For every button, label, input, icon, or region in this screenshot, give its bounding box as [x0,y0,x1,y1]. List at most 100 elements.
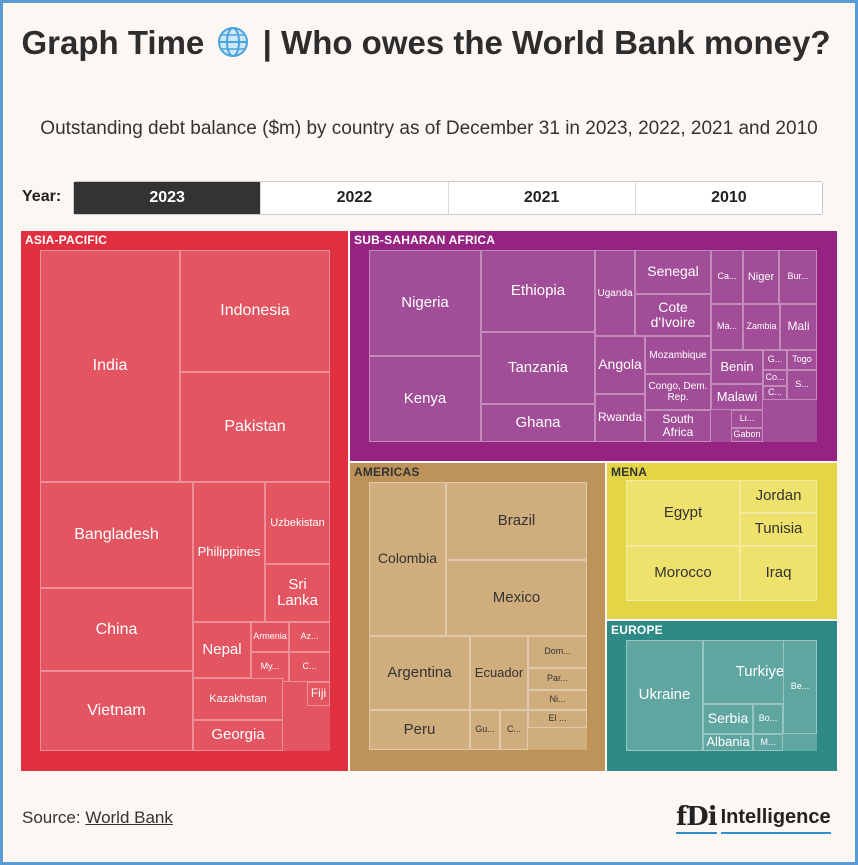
country-tile[interactable]: Malawi [711,384,763,410]
country-label: Bur... [787,271,809,282]
country-tile[interactable]: Cote d'Ivoire [635,294,711,336]
region-asia-pacific: ASIA-PACIFIC India Indonesia Pakistan Bangla… [21,231,348,771]
region-americas: AMERICAS Colombia Brazil Mexico Argentina Ecu… [350,463,605,771]
country-tile[interactable]: Egypt [626,480,740,546]
country-tile[interactable]: Mali [780,304,817,350]
country-label: Ghana [515,413,561,431]
country-tile[interactable]: Gu... [470,710,500,750]
country-label: Philippines [197,543,261,559]
country-tile[interactable]: C... [500,710,528,750]
country-tile[interactable]: Mexico [446,560,587,636]
country-tile[interactable]: Serbia [703,704,753,734]
country-tile[interactable]: Peru [369,710,470,750]
country-tile[interactable]: Ecuador [470,636,528,710]
country-label: Co... [765,372,785,383]
country-tile[interactable]: Nepal [193,622,251,678]
region-tiles: India Indonesia Pakistan Bangladesh Philippi… [40,250,330,751]
country-tile[interactable]: Gabon [731,428,763,442]
country-tile[interactable]: Co... [763,370,787,386]
country-tile[interactable]: Kazakhstan [193,678,283,720]
country-tile[interactable]: Vietnam [40,671,193,751]
country-tile[interactable]: C... [763,386,787,400]
country-tile[interactable]: Angola [595,336,645,394]
country-tile[interactable]: Rwanda [595,394,645,442]
source-link[interactable]: World Bank [85,808,173,827]
country-tile[interactable]: Ni... [528,690,587,710]
country-label: Indonesia [220,302,290,320]
tab-2022[interactable]: 2022 [260,182,447,214]
country-tile[interactable]: Togo [787,350,817,370]
country-tile[interactable]: S... [787,370,817,400]
region-label: ASIA-PACIFIC [25,233,108,247]
country-label: India [92,357,128,375]
country-tile[interactable]: Georgia [193,720,283,751]
country-tile[interactable]: C... [289,652,330,682]
country-label: Pakistan [224,418,286,436]
country-tile[interactable]: Jordan [740,480,817,513]
country-tile[interactable]: Az... [289,622,330,652]
tab-2023[interactable]: 2023 [74,182,261,214]
country-tile[interactable]: Dom... [528,636,587,668]
country-tile[interactable]: Ca... [711,250,743,304]
country-tile[interactable]: Albania [703,734,753,751]
country-tile[interactable]: Bur... [779,250,817,304]
page-title: Graph Time | Who owes the World Bank mon… [10,22,842,64]
country-tile[interactable]: Mozambique [645,336,711,374]
country-tile[interactable]: Congo, Dem. Rep. [645,374,711,410]
country-label: Az... [300,631,319,642]
globe-icon [218,27,249,57]
country-label: China [95,620,138,638]
country-tile[interactable]: India [40,250,180,482]
country-label: Senegal [647,263,699,280]
country-label: Uzbekistan [270,516,325,529]
title-part-1: Graph Time [21,24,205,61]
country-tile[interactable]: Bo... [753,704,783,734]
country-tile[interactable]: Ma... [711,304,743,350]
country-tile[interactable]: Par... [528,668,587,690]
country-tile[interactable]: Colombia [369,482,446,636]
country-tile[interactable]: Pakistan [180,372,330,482]
country-tile[interactable]: G... [763,350,787,370]
country-tile[interactable]: Nigeria [369,250,481,356]
tab-2010[interactable]: 2010 [634,182,822,214]
country-tile[interactable]: Uzbekistan [265,482,330,564]
country-tile[interactable]: Zambia [743,304,780,350]
country-label: Mozambique [649,349,707,361]
tab-2021[interactable]: 2021 [447,182,635,214]
country-tile[interactable]: Be... [783,640,817,734]
country-tile[interactable]: Sri Lanka [265,564,330,622]
country-tile[interactable]: Ghana [481,404,595,442]
country-label: Be... [790,681,810,692]
country-tile[interactable]: My... [251,652,289,682]
country-tile[interactable]: El ... [528,710,587,728]
country-tile[interactable]: Tanzania [481,332,595,404]
country-tile[interactable]: Niger [743,250,779,304]
country-tile[interactable]: China [40,588,193,671]
country-tile[interactable]: Armenia [251,622,289,652]
country-tile[interactable]: Morocco [626,546,740,601]
country-tile[interactable]: Brazil [446,482,587,560]
country-tile[interactable]: Bangladesh [40,482,193,588]
country-label: Egypt [663,503,703,521]
country-tile[interactable]: M... [753,734,783,751]
country-tile[interactable]: Indonesia [180,250,330,372]
country-label: C... [506,724,521,735]
country-tile[interactable]: Tunisia [740,513,817,546]
country-tile[interactable]: Ethiopia [481,250,595,332]
country-tile[interactable]: Kenya [369,356,481,442]
year-tabs: 2023 2022 2021 2010 [73,181,823,215]
region-label: EUROPE [611,623,663,637]
country-tile[interactable]: Philippines [193,482,265,622]
country-tile[interactable]: Iraq [740,546,817,601]
country-tile[interactable]: South Africa [645,410,711,442]
country-label: Kazakhstan [209,692,267,705]
country-tile[interactable]: Li... [731,410,763,428]
country-tile[interactable]: Benin [711,350,763,384]
country-label: C... [767,387,782,398]
country-tile[interactable]: Ukraine [626,640,703,751]
country-tile[interactable]: Senegal [635,250,711,294]
country-tile[interactable]: Argentina [369,636,470,710]
country-tile[interactable]: Fiji [307,682,330,706]
country-tile[interactable]: Uganda [595,250,635,336]
country-label: Morocco [654,564,712,582]
